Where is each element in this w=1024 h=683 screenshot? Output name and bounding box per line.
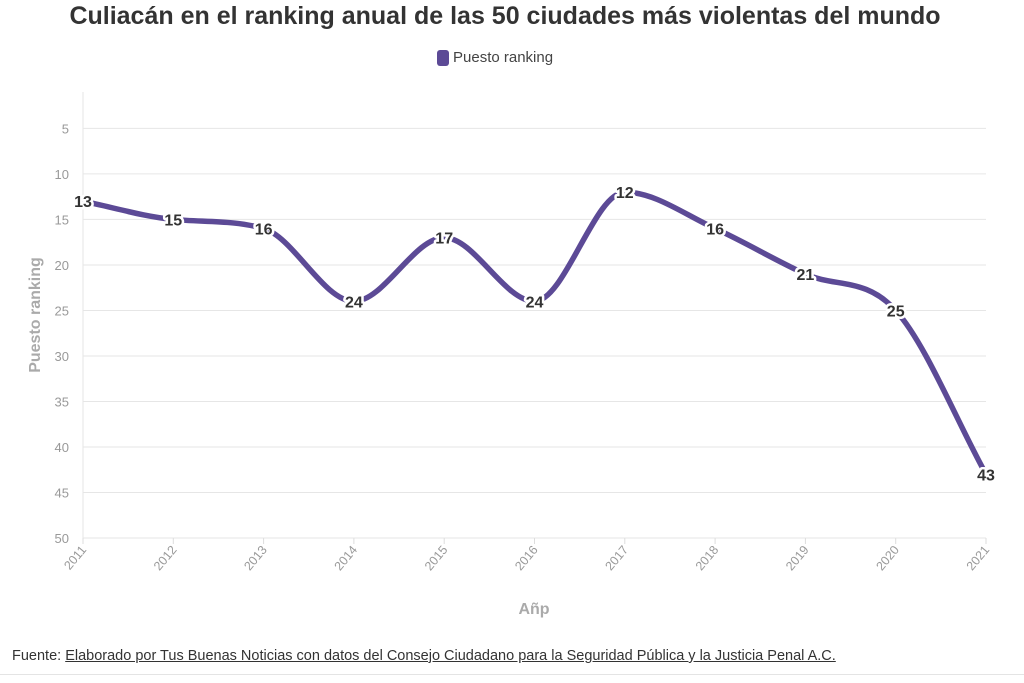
x-tick-label: 2016 — [512, 543, 541, 573]
series-line-puesto-ranking[interactable] — [80, 189, 989, 478]
chart-title: Culiacán en el ranking anual de las 50 c… — [69, 2, 941, 30]
x-tick-label: 2013 — [241, 543, 270, 573]
line-chart: 5 10 15 20 25 30 35 40 45 50 2011 2012 2013 2014 2015… — [27, 92, 998, 618]
x-tick-label: 2019 — [783, 543, 812, 573]
legend-label: Puesto ranking — [453, 49, 554, 66]
x-tick-label: 2020 — [873, 543, 902, 573]
source-link[interactable]: Elaborado por Tus Buenas Noticias con da… — [65, 648, 836, 664]
y-tick-label: 5 — [62, 121, 69, 136]
data-label: 24 — [526, 294, 544, 311]
legend-swatch — [437, 49, 449, 66]
y-tick-label: 35 — [55, 394, 69, 409]
y-tick-label: 10 — [55, 167, 69, 182]
x-tick-label: 2011 — [61, 543, 89, 573]
y-tick-label: 30 — [55, 349, 69, 364]
data-label: 43 — [977, 467, 995, 484]
data-labels-group: 13 15 16 24 17 24 12 16 21 25 43 — [72, 183, 998, 487]
x-tick-label: 2017 — [602, 543, 631, 573]
data-label: 21 — [797, 267, 815, 284]
source-footer: Fuente: Elaborado por Tus Buenas Noticia… — [12, 648, 836, 664]
x-axis-ticks: 2011 2012 2013 2014 2015 2016 2017 2018 2019 2020… — [61, 538, 992, 573]
x-tick-label: 2014 — [332, 543, 361, 573]
y-tick-label: 15 — [55, 212, 69, 227]
x-tick-label: 2015 — [422, 543, 451, 573]
y-tick-label: 45 — [55, 485, 69, 500]
data-label: 16 — [255, 222, 273, 239]
data-label: 24 — [345, 294, 363, 311]
y-tick-label: 20 — [55, 258, 69, 273]
series-group — [80, 189, 989, 478]
legend[interactable]: Puesto ranking — [437, 49, 553, 66]
y-axis-ticks: 5 10 15 20 25 30 35 40 45 50 — [55, 121, 69, 546]
data-label: 13 — [74, 194, 92, 211]
x-tick-label: 2021 — [964, 543, 993, 573]
data-label: 16 — [706, 222, 724, 239]
x-axis-label: Añp — [518, 601, 549, 618]
y-axis-label: Puesto ranking — [27, 257, 44, 373]
footer-prefix: Fuente: — [12, 648, 62, 664]
y-tick-label: 50 — [55, 531, 69, 546]
x-tick-label: 2018 — [693, 543, 722, 573]
y-tick-label: 25 — [55, 303, 69, 318]
y-tick-label: 40 — [55, 440, 69, 455]
gridlines — [83, 127, 986, 539]
data-label: 12 — [616, 185, 634, 202]
data-label: 15 — [164, 212, 182, 229]
data-label: 17 — [435, 231, 453, 248]
data-label: 25 — [887, 303, 905, 320]
footer-divider — [0, 674, 1024, 675]
x-tick-label: 2012 — [151, 543, 180, 573]
